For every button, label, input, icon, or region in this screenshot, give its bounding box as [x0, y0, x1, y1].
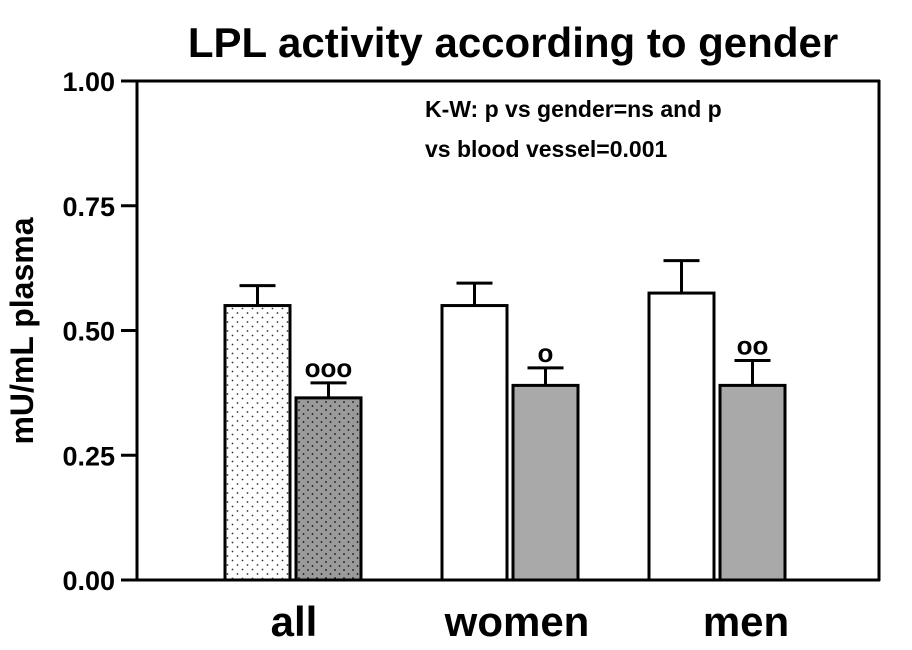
y-tick-label: 0.25 [62, 441, 115, 471]
annotation-line-2: vs blood vessel=0.001 [425, 136, 667, 162]
bars-group: ooo o oo [223, 259, 787, 582]
bar-all-0 [223, 304, 292, 582]
y-axis-ticks: 0.00 0.25 0.50 0.75 1.00 [62, 67, 137, 596]
annotation-line-1: K-W: p vs gender=ns and p [425, 96, 722, 122]
significance-label: oo [737, 330, 769, 360]
y-tick-label: 0.50 [62, 317, 115, 347]
bar-women-1 [511, 383, 580, 582]
y-tick-label: 0.75 [62, 192, 115, 222]
annotation: K-W: p vs gender=ns and p vs blood vesse… [425, 96, 722, 162]
significance-label: o [538, 338, 554, 368]
bar-men-0 [647, 291, 716, 582]
y-tick-label: 1.00 [62, 67, 115, 97]
y-axis-label: mU/mL plasma [4, 217, 40, 444]
x-axis-categories: all women men [271, 598, 790, 645]
x-category-label: men [703, 598, 789, 645]
x-category-label: women [444, 598, 590, 645]
significance-label: ooo [305, 353, 353, 383]
bar-men-1 [718, 383, 787, 582]
y-tick-label: 0.00 [62, 566, 115, 596]
bar-women-0 [440, 304, 509, 582]
chart-title: LPL activity according to gender [188, 19, 838, 66]
bar-all-1 [294, 396, 363, 582]
x-category-label: all [271, 598, 318, 645]
